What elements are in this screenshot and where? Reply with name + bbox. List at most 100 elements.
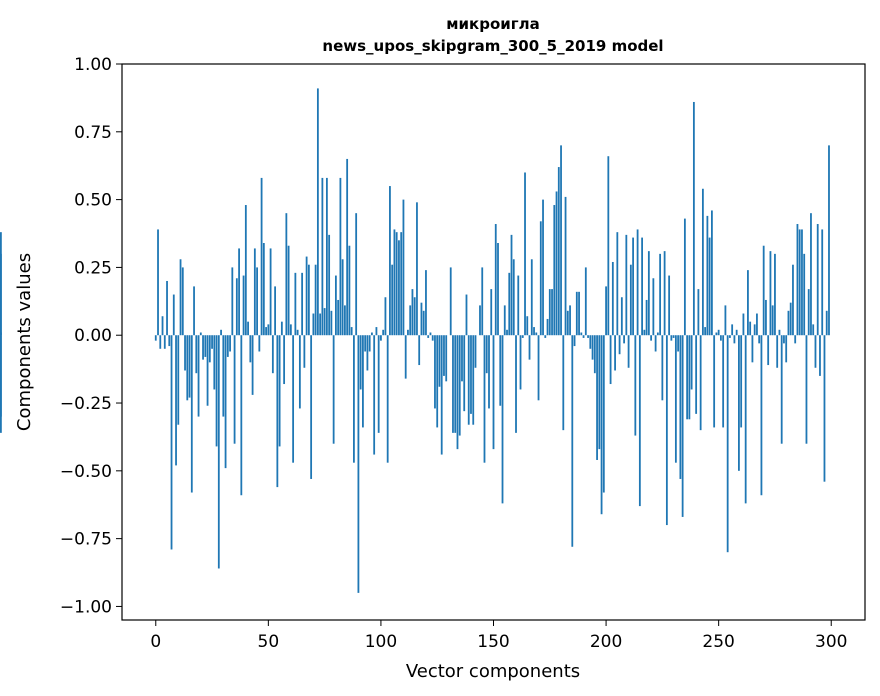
bar-202 — [609, 335, 612, 385]
bar-239 — [692, 101, 695, 336]
bar-165 — [526, 316, 529, 336]
bar-283 — [792, 264, 794, 336]
bar-161 — [517, 275, 520, 336]
y-tick-label: 0.25 — [74, 258, 112, 278]
bar-249 — [715, 332, 718, 336]
bar-185 — [571, 335, 574, 547]
bar-141 — [472, 335, 475, 425]
bar-128 — [443, 335, 445, 376]
bar-270 — [762, 245, 765, 336]
bar-219 — [647, 251, 650, 336]
bar-50 — [267, 324, 270, 336]
bar-15 — [188, 335, 191, 398]
bar-116 — [416, 202, 418, 336]
bar-102 — [384, 297, 387, 336]
bar-207 — [620, 297, 623, 336]
bar-278 — [780, 335, 783, 444]
bar-58 — [285, 213, 288, 336]
bar-274 — [771, 305, 774, 336]
bar-66 — [303, 335, 306, 368]
bar-158 — [510, 234, 513, 336]
bar-208 — [623, 335, 625, 344]
bar-62 — [294, 272, 297, 336]
bar-77 — [328, 234, 331, 336]
bar-25 — [211, 335, 213, 349]
bar-73 — [319, 313, 322, 336]
bar-163 — [521, 335, 524, 338]
bar-187 — [575, 291, 578, 336]
bar-47 — [260, 177, 263, 336]
bar-264 — [749, 321, 752, 336]
bar-89 — [355, 213, 358, 336]
bar-286 — [798, 229, 801, 336]
bar-179 — [557, 167, 560, 336]
bar-205 — [616, 232, 619, 336]
bar-297 — [823, 335, 826, 482]
y-tick-label: 1.00 — [74, 55, 112, 75]
bar-13 — [184, 335, 186, 371]
bar-155 — [503, 305, 506, 336]
bar-232 — [677, 335, 680, 352]
bar-98 — [375, 327, 378, 336]
bar-160 — [515, 335, 517, 433]
bar-5 — [166, 280, 168, 336]
bar-59 — [287, 245, 290, 336]
bar-252 — [722, 335, 725, 428]
bar-60 — [289, 324, 292, 336]
x-tick-label: 150 — [477, 632, 509, 652]
bar-142 — [474, 335, 477, 368]
bar-169 — [535, 332, 538, 336]
bar-136 — [461, 335, 463, 382]
bar-119 — [422, 310, 425, 336]
bar-139 — [467, 335, 470, 425]
bar-8 — [172, 294, 175, 336]
x-tick-label: 100 — [365, 632, 397, 652]
bar-36 — [235, 278, 238, 336]
bar-61 — [292, 335, 295, 463]
y-axis: 1.00 0.75 0.50 0.25 0.00 −0.25 −0.50 −0.75 −1.00 — [60, 55, 122, 617]
bar-171 — [539, 221, 542, 336]
bar-0 — [154, 335, 157, 341]
bar-260 — [740, 335, 743, 428]
bar-106 — [393, 229, 396, 336]
bar-180 — [560, 145, 562, 336]
bar-49 — [265, 327, 267, 336]
y-tick-label: −0.75 — [60, 530, 112, 550]
bar-157 — [508, 272, 511, 336]
bar-46 — [258, 335, 261, 352]
bar-247 — [711, 210, 713, 336]
bar-26 — [213, 335, 216, 390]
bar-38 — [240, 335, 243, 496]
bar-266 — [753, 324, 756, 336]
bar-186 — [573, 335, 576, 347]
bar-71 — [314, 264, 317, 336]
bar-undefined — [0, 335, 2, 417]
bar-153 — [499, 335, 502, 406]
bar-115 — [413, 297, 416, 336]
bar-298 — [825, 310, 828, 336]
bar-294 — [816, 224, 819, 336]
bar-40 — [244, 205, 247, 336]
bar-262 — [744, 335, 747, 504]
bar-164 — [524, 172, 526, 336]
bar-31 — [224, 335, 227, 469]
bar-223 — [656, 332, 659, 336]
bar-218 — [645, 299, 648, 336]
bar-110 — [402, 199, 405, 336]
bar-63 — [296, 329, 299, 336]
bar-220 — [650, 335, 653, 341]
bar-35 — [233, 335, 236, 444]
bar-105 — [391, 264, 394, 336]
bar-192 — [587, 335, 589, 338]
bar-203 — [611, 261, 614, 336]
bar-24 — [208, 335, 211, 363]
bar-194 — [591, 335, 594, 360]
bar-30 — [222, 335, 225, 417]
bar-288 — [803, 253, 806, 336]
bar-215 — [638, 335, 641, 507]
bar-74 — [321, 177, 324, 336]
bar-69 — [310, 335, 313, 479]
y-tick-label: 0.50 — [74, 191, 112, 211]
bar-79 — [332, 335, 335, 444]
bar-10 — [177, 335, 180, 425]
